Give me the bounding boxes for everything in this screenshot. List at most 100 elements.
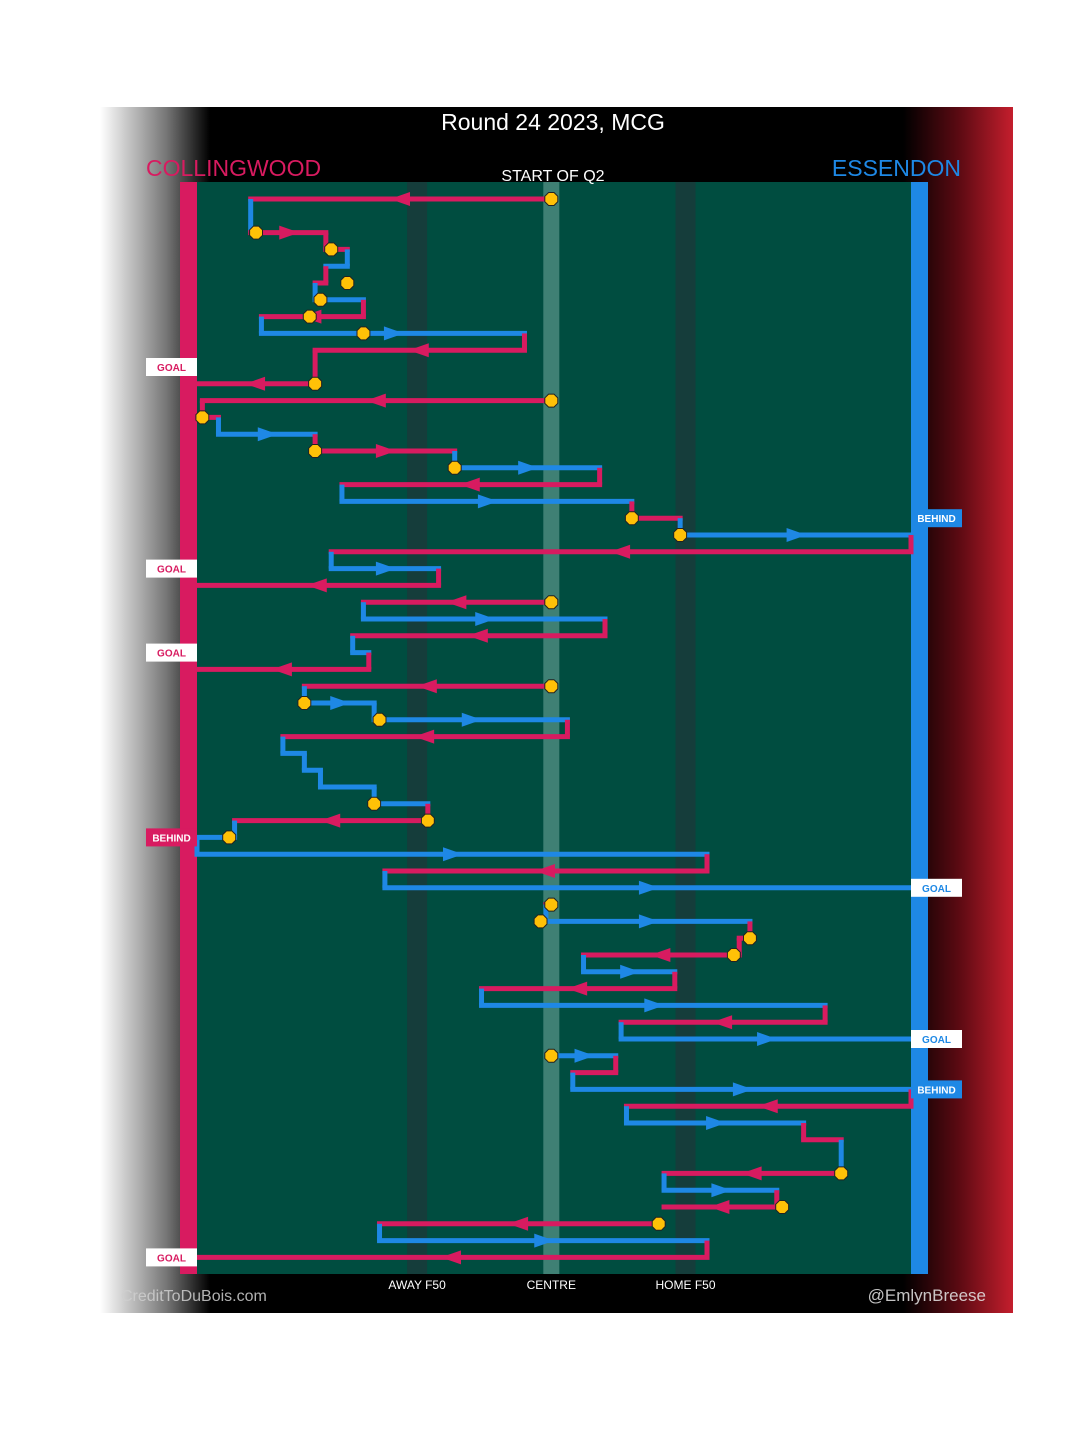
stoppage-marker <box>372 712 387 727</box>
direction-arrow <box>534 1233 555 1248</box>
result-label-text: BEHIND <box>152 833 190 844</box>
direction-arrow <box>306 578 327 593</box>
right-team-goal-line <box>911 182 928 1274</box>
left-team-goal-line <box>180 182 197 1274</box>
stoppage-marker <box>356 326 371 341</box>
direction-arrow <box>279 225 300 240</box>
stoppage-marker <box>726 948 741 962</box>
direction-arrow <box>567 981 588 996</box>
chart-subtitle: START OF Q2 <box>501 168 604 185</box>
result-labels: GOAL BEHIND GOAL GOAL BEHIND GOAL GOAL BEHIND GO… <box>146 358 962 1267</box>
direction-arrow <box>441 1250 461 1265</box>
stoppage-marker <box>544 192 559 206</box>
direction-arrow <box>375 444 396 458</box>
direction-arrow <box>461 712 482 727</box>
stoppage-marker <box>544 1048 559 1063</box>
result-label: GOAL <box>146 1248 197 1267</box>
direction-arrow <box>408 343 429 358</box>
x-tick-label: CENTRE <box>527 1278 576 1292</box>
direction-arrow <box>320 813 341 828</box>
result-label: GOAL <box>146 643 197 662</box>
direction-arrow <box>414 729 435 744</box>
direction-arrow <box>365 393 386 408</box>
result-label-box <box>911 1080 962 1099</box>
direction-arrow <box>245 376 266 391</box>
stoppage-marker <box>313 292 328 307</box>
direction-arrow <box>620 964 641 979</box>
direction-arrow <box>638 914 659 929</box>
direction-arrow <box>638 880 659 895</box>
result-label: GOAL <box>911 1030 962 1048</box>
direction-arrow <box>709 1200 730 1214</box>
stoppage-marker <box>544 679 559 694</box>
stoppage-marker <box>297 696 312 710</box>
stoppage-marker <box>775 1200 790 1214</box>
direction-arrow <box>271 662 292 677</box>
direction-arrows <box>245 192 807 1265</box>
direction-arrow <box>706 1116 727 1130</box>
stoppage-marker <box>222 830 237 845</box>
right-team-name: ESSENDON <box>832 155 961 181</box>
direction-arrow <box>757 1099 778 1114</box>
stoppage-marker <box>544 897 559 912</box>
stoppage-marker <box>624 511 639 526</box>
stoppage-marker <box>195 410 210 425</box>
result-label-text: GOAL <box>157 649 186 660</box>
stoppage-markers <box>195 192 849 1231</box>
direction-arrow <box>477 494 498 509</box>
result-label-box <box>146 828 197 847</box>
result-label-text: GOAL <box>922 1035 951 1046</box>
x-tick-labels: AWAY F50 CENTRE HOME F50 <box>388 1278 715 1292</box>
direction-arrow <box>475 612 496 626</box>
result-label-text: GOAL <box>922 884 951 895</box>
direction-arrow <box>741 1166 762 1181</box>
direction-arrow <box>416 679 437 694</box>
field-bands <box>407 182 696 1274</box>
direction-arrow <box>508 1216 529 1231</box>
stoppage-marker <box>302 309 317 324</box>
credit-left: CreditToDuBois.com <box>121 1288 267 1305</box>
result-label: GOAL <box>146 358 197 376</box>
direction-arrow <box>711 1183 732 1198</box>
field-band-1 <box>543 182 560 1274</box>
result-label: BEHIND <box>911 1080 962 1099</box>
result-label-box <box>146 643 197 662</box>
direction-arrow <box>712 1015 733 1030</box>
stoppage-marker <box>367 796 382 811</box>
stoppage-marker <box>420 813 435 828</box>
direction-arrow <box>459 477 480 492</box>
direction-arrow <box>534 864 555 878</box>
chart-title: Round 24 2023, MCG <box>441 109 665 135</box>
result-label-text: GOAL <box>157 1253 186 1264</box>
x-tick-label: AWAY F50 <box>388 1278 446 1292</box>
x-tick-label: HOME F50 <box>656 1278 716 1292</box>
result-label-box <box>146 358 197 376</box>
direction-arrow <box>467 628 488 643</box>
result-label: BEHIND <box>146 828 197 847</box>
stoppage-marker <box>673 528 688 542</box>
direction-arrow <box>518 460 539 475</box>
direction-arrow <box>257 427 278 442</box>
direction-arrow <box>574 1048 595 1063</box>
result-label-box <box>911 1030 962 1048</box>
result-label-box <box>911 509 962 528</box>
direction-arrow <box>390 192 410 206</box>
stoppage-marker <box>544 393 559 408</box>
result-label-text: BEHIND <box>917 1085 955 1096</box>
direction-arrow <box>446 595 467 610</box>
left-team-name: COLLINGWOOD <box>146 155 321 181</box>
result-label-text: GOAL <box>157 565 186 576</box>
direction-arrow <box>375 561 396 576</box>
result-label-box <box>146 1248 197 1267</box>
result-label: BEHIND <box>911 509 962 528</box>
field-band-2 <box>675 182 696 1274</box>
credit-right: @EmlynBreese <box>868 1286 986 1305</box>
result-label: GOAL <box>911 878 962 897</box>
result-label: GOAL <box>146 559 197 578</box>
result-label-box <box>146 559 197 578</box>
direction-arrow <box>650 948 671 962</box>
direction-arrow <box>732 1082 753 1097</box>
stoppage-marker <box>249 225 263 240</box>
direction-arrow <box>757 1032 778 1046</box>
